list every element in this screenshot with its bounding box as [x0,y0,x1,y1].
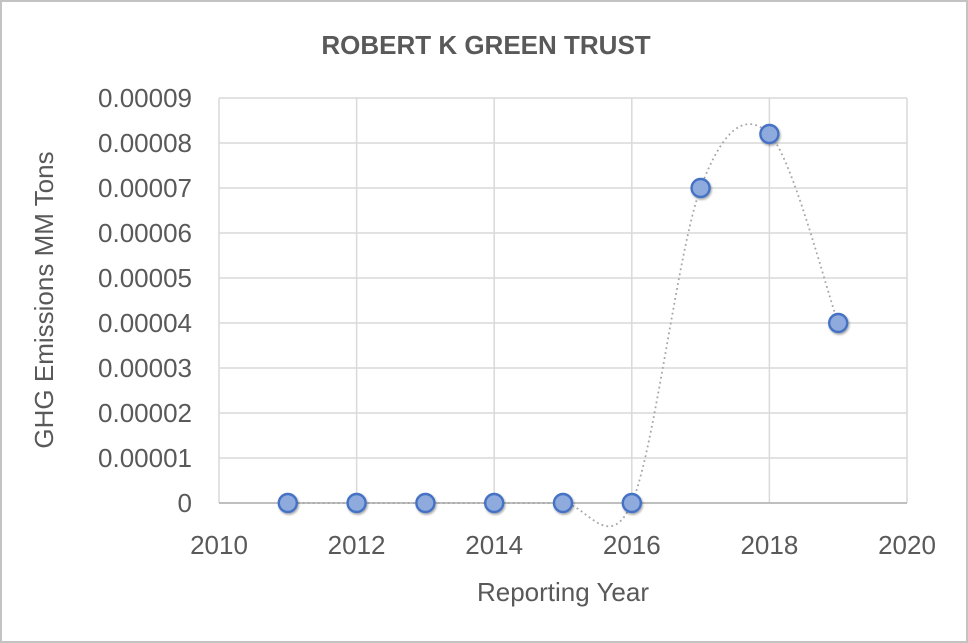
x-tick-label: 2018 [740,530,798,560]
y-tick-label: 0 [178,488,192,518]
x-tick-label: 2016 [603,530,661,560]
chart-title: ROBERT K GREEN TRUST [321,30,650,60]
data-point-2014 [484,492,505,514]
data-point-2016 [621,492,642,514]
y-tick-label: 0.00004 [98,308,192,338]
series-line [287,123,840,528]
y-tick-label: 0.00009 [98,83,192,113]
y-tick-label: 0.00008 [98,128,192,158]
y-tick-label: 0.00001 [98,443,192,473]
data-point-2019 [828,312,849,334]
x-tick-label: 2010 [190,530,248,560]
data-point-2018 [759,123,780,145]
y-tick-label: 0.00007 [98,173,192,203]
x-tick-label: 2020 [878,530,936,560]
y-tick-label: 0.00002 [98,398,192,428]
x-tick-label: 2014 [465,530,523,560]
data-point-2015 [552,492,574,514]
y-tick-label: 0.00005 [98,263,192,293]
data-point-2012 [346,492,367,514]
x-tick-label: 2012 [328,530,386,560]
data-point-2011 [277,492,298,514]
x-axis-title: Reporting Year [477,577,649,607]
data-point-2013 [415,492,436,514]
y-axis-title: GHG Emissions MM Tons [29,151,59,448]
y-tick-label: 0.00003 [98,353,192,383]
data-point-2017 [690,177,711,199]
y-tick-label: 0.00006 [98,218,192,248]
